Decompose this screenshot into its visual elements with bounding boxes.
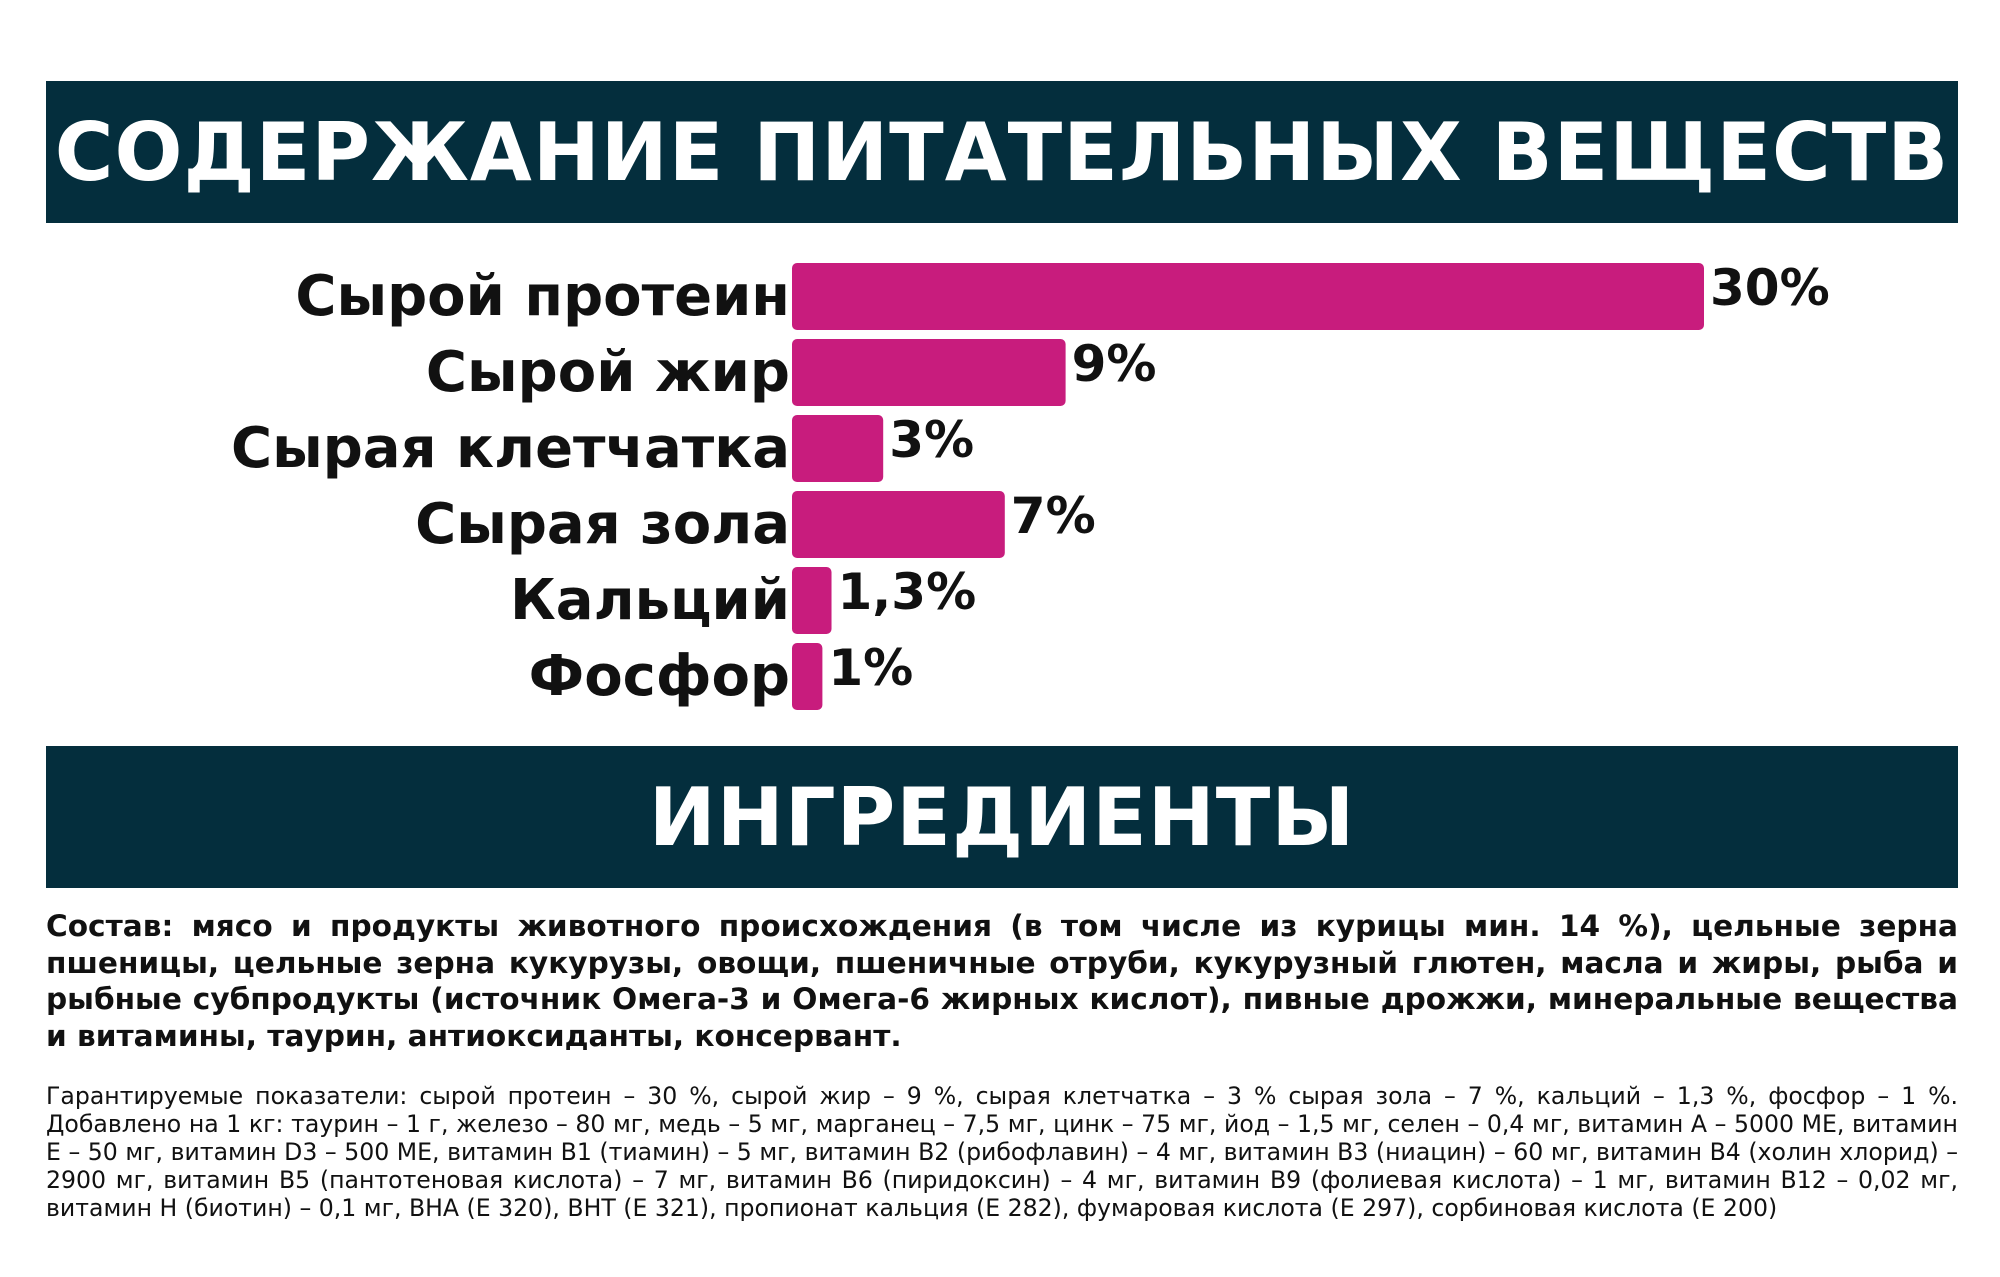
bar bbox=[792, 263, 1704, 330]
bar-value-label: 7% bbox=[1011, 487, 1096, 545]
ingredients-heading-banner: ИНГРЕДИЕНТЫ bbox=[46, 746, 1958, 888]
nutrients-heading-banner: СОДЕРЖАНИЕ ПИТАТЕЛЬНЫХ ВЕЩЕСТВ bbox=[46, 81, 1958, 223]
bar bbox=[792, 643, 823, 710]
bar bbox=[792, 415, 884, 482]
guaranteed-analysis-text: Гарантируемые показатели: сырой протеин … bbox=[46, 1082, 1958, 1222]
bar-value-label: 1% bbox=[828, 639, 913, 697]
bar bbox=[792, 339, 1066, 406]
bar-value-label: 1,3% bbox=[838, 563, 977, 621]
bar bbox=[792, 567, 832, 634]
bar-category-label: Сырая зола bbox=[415, 492, 790, 557]
bar-category-label: Сырой жир bbox=[426, 340, 790, 405]
nutrient-bar-chart: Сырой протеин 30% Сырой жир 9% Сырая клетчат… bbox=[231, 259, 1830, 710]
nutrients-heading: СОДЕРЖАНИЕ ПИТАТЕЛЬНЫХ ВЕЩЕСТВ bbox=[54, 105, 1950, 199]
bar-category-label: Фосфор bbox=[529, 644, 790, 709]
bar-value-label: 3% bbox=[889, 411, 974, 469]
bar bbox=[792, 491, 1005, 558]
bar-category-label: Сырая клетчатка bbox=[231, 416, 790, 481]
bar-value-label: 30% bbox=[1710, 259, 1830, 317]
composition-text: Состав: мясо и продукты животного происх… bbox=[46, 909, 1958, 1053]
bar-category-label: Сырой протеин bbox=[295, 264, 790, 329]
bar-value-label: 9% bbox=[1072, 335, 1157, 393]
bar-category-label: Кальций bbox=[510, 568, 790, 633]
ingredients-heading: ИНГРЕДИЕНТЫ bbox=[648, 770, 1356, 864]
